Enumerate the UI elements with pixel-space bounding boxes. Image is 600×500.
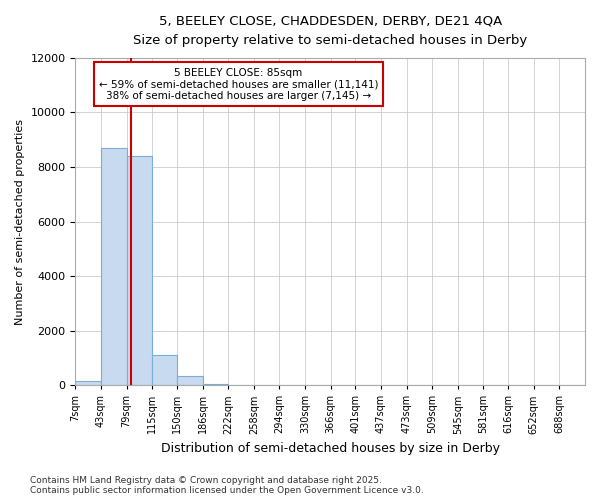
Text: 5 BEELEY CLOSE: 85sqm
← 59% of semi-detached houses are smaller (11,141)
38% of : 5 BEELEY CLOSE: 85sqm ← 59% of semi-deta… [99, 68, 378, 101]
Text: Contains HM Land Registry data © Crown copyright and database right 2025.
Contai: Contains HM Land Registry data © Crown c… [30, 476, 424, 495]
Bar [101, 148, 127, 385]
Bar [127, 156, 152, 385]
X-axis label: Distribution of semi-detached houses by size in Derby: Distribution of semi-detached houses by … [161, 442, 500, 455]
Y-axis label: Number of semi-detached properties: Number of semi-detached properties [15, 118, 25, 324]
Bar [177, 376, 203, 385]
Bar [152, 355, 177, 385]
Bar [76, 381, 101, 385]
Bar [203, 384, 228, 385]
Title: 5, BEELEY CLOSE, CHADDESDEN, DERBY, DE21 4QA
Size of property relative to semi-d: 5, BEELEY CLOSE, CHADDESDEN, DERBY, DE21… [133, 15, 527, 47]
